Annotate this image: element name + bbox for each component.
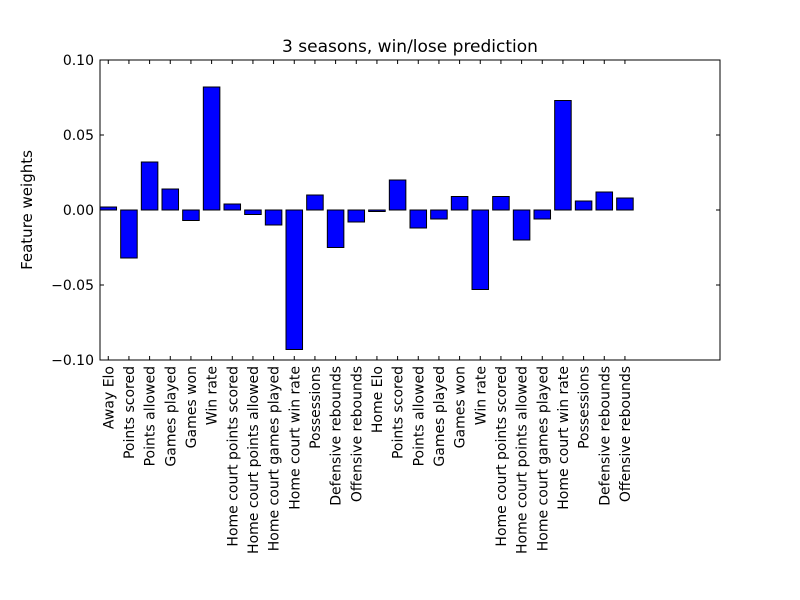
- x-tick-label-13: Home Elo: [370, 366, 386, 433]
- y-axis: −0.10 −0.05 0.00 0.05 0.10: [51, 53, 720, 369]
- bar-8: [264, 209, 283, 226]
- bar-12: [347, 209, 366, 223]
- bar-2: [140, 161, 159, 211]
- x-tick-label-21: Home court games played: [535, 366, 551, 551]
- bar-6: [223, 203, 242, 211]
- bar-16: [430, 209, 448, 220]
- bar-10: [306, 194, 324, 211]
- bar-24: [595, 191, 614, 211]
- bar-4: [182, 209, 200, 221]
- x-tick-label-15: Points allowed: [411, 366, 427, 466]
- bar-18: [471, 209, 490, 290]
- bar-13: [368, 209, 386, 212]
- x-tick-label-1: Points scored: [122, 366, 138, 459]
- plot-frame: [99, 59, 721, 361]
- x-tick-label-0: Away Elo: [101, 366, 117, 429]
- x-axis: Away Elo Points scored Points allowed Games…: [101, 60, 634, 554]
- x-tick-label-20: Home court points allowed: [515, 366, 531, 554]
- x-tick-label-22: Home court win rate: [556, 366, 572, 510]
- y-tick-label-1: −0.05: [51, 278, 94, 294]
- x-tick-label-19: Home court points scored: [494, 366, 510, 547]
- x-tick-label-17: Games won: [453, 366, 469, 448]
- bar-22: [554, 100, 572, 211]
- bar-21: [533, 209, 552, 220]
- x-tick-label-23: Possessions: [577, 366, 593, 449]
- chart-title: 3 seasons, win/lose prediction: [282, 37, 538, 57]
- bar-15: [409, 209, 428, 229]
- x-tick-label-5: Win rate: [205, 366, 221, 425]
- y-tick-label-2: 0.00: [63, 203, 94, 219]
- bar-14: [388, 179, 407, 211]
- bar-9: [285, 209, 304, 350]
- x-tick-label-24: Defensive rebounds: [597, 366, 613, 506]
- x-tick-label-16: Games played: [432, 366, 448, 467]
- bar-19: [492, 196, 510, 211]
- bar-11: [326, 209, 345, 248]
- bar-7: [244, 209, 262, 215]
- bar-23: [574, 200, 593, 211]
- x-tick-label-10: Possessions: [308, 366, 324, 449]
- x-tick-label-25: Offensive rebounds: [618, 366, 634, 502]
- x-tick-label-3: Games played: [163, 366, 179, 467]
- bars-group: [99, 86, 634, 350]
- bar-25: [616, 197, 634, 211]
- bar-17: [450, 196, 469, 211]
- x-tick-label-4: Games won: [184, 366, 200, 448]
- y-tick-label-0: −0.10: [51, 353, 94, 369]
- x-tick-label-11: Defensive rebounds: [329, 366, 345, 506]
- y-tick-label-3: 0.05: [63, 128, 94, 144]
- x-tick-label-18: Win rate: [473, 366, 489, 425]
- bar-20: [512, 209, 531, 241]
- x-tick-label-14: Points scored: [391, 366, 407, 459]
- bar-1: [120, 209, 138, 259]
- x-tick-label-7: Home court points allowed: [246, 366, 262, 554]
- x-tick-label-12: Offensive rebounds: [349, 366, 365, 502]
- y-tick-label-4: 0.10: [63, 53, 94, 69]
- bar-3: [161, 188, 180, 211]
- y-axis-label: Feature weights: [18, 150, 36, 270]
- x-tick-label-2: Points allowed: [143, 366, 159, 466]
- x-tick-label-9: Home court win rate: [287, 366, 303, 510]
- x-tick-label-8: Home court games played: [267, 366, 283, 551]
- x-tick-label-6: Home court points scored: [225, 366, 241, 547]
- bar-5: [202, 86, 221, 211]
